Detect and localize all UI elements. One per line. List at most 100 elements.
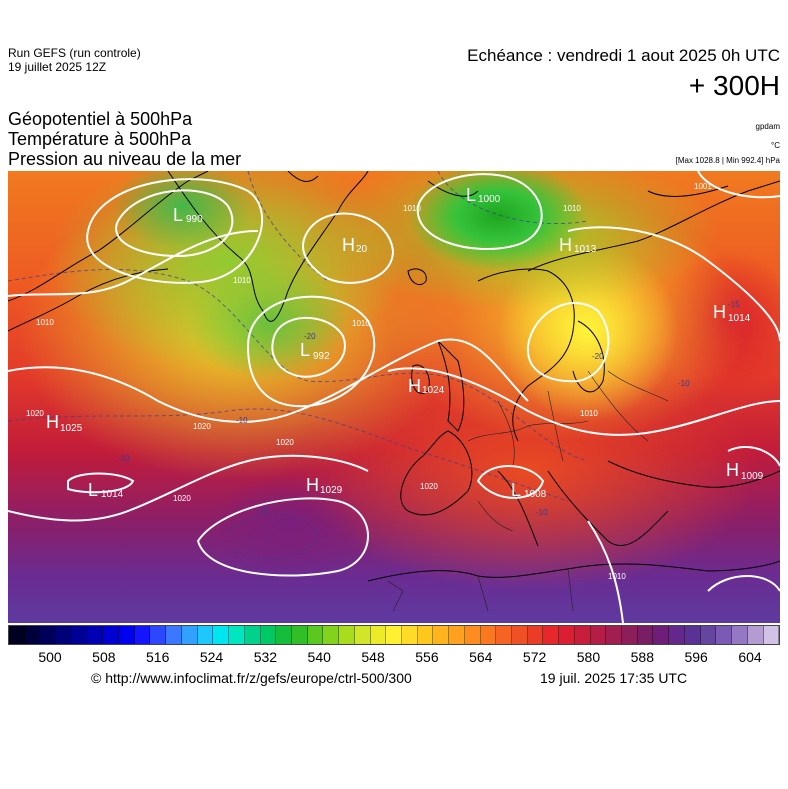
svg-text:L: L [300,340,310,360]
unit-temperature: °C [771,141,780,150]
color-scale-cell [527,626,544,644]
color-scale-tick-label: 588 [630,649,654,665]
title-geopotential: Géopotentiel à 500hPa [8,109,193,129]
color-scale-cell [512,626,528,644]
color-scale-tick-label: 508 [92,649,116,665]
color-scale-cell [449,626,465,644]
color-scale-cell [71,626,88,644]
color-scale-cell [9,626,25,644]
color-scale-cell [622,626,638,644]
color-scale-tick-label: 580 [576,649,601,665]
color-scale-cell [747,626,764,644]
low-center: L 992 [300,340,330,362]
color-scale-cell [56,626,72,644]
color-scale-tick-label: 548 [361,649,385,665]
isobar-label: 1020 [276,438,294,447]
low-center: L 1000 [466,185,501,205]
color-scale-cell [543,626,560,644]
high-center: H 1014 [713,302,751,324]
svg-text:1014: 1014 [101,489,124,500]
color-scale-cell [684,626,701,644]
color-scale-cell [213,626,230,644]
source-url: © http://www.infoclimat.fr/z/gefs/europe… [91,670,412,686]
low-center: L 1008 [511,480,547,500]
color-scale-cell [574,626,591,644]
color-scale-cell [606,626,623,644]
color-scale-bar [8,625,780,645]
svg-text:1014: 1014 [728,313,751,324]
isobar-label: 1020 [26,409,44,418]
color-scale-cell [401,626,418,644]
svg-text:H: H [46,412,59,432]
title-temperature: Température à 500hPa [8,129,192,149]
isobars [8,171,780,623]
color-scale-tick-label: 604 [738,649,762,665]
svg-text:H: H [713,302,726,322]
high-center: H 1029 [306,475,343,496]
isotherm-label: -15 [728,300,740,309]
low-center: L 990 [173,205,203,225]
isotherm-label: -10 [678,379,690,388]
svg-text:1013: 1013 [574,244,597,255]
svg-text:L: L [511,480,521,500]
color-scale-cell [103,626,120,644]
color-scale-cell [559,626,575,644]
high-center: H 1009 [726,460,764,482]
weather-map: 1010 1010 1010 1001 1010 1020 1020 1020 … [8,171,780,623]
isotherm-label: -10 [236,416,248,425]
color-scale-cell [181,626,198,644]
color-scale-tick-label: 572 [522,649,547,665]
svg-text:990: 990 [186,214,203,225]
color-scale-cell [370,626,387,644]
isobar-label-group: 1010 1010 1010 1001 1010 1020 1020 1020 … [26,182,712,581]
color-scale-cell [229,626,245,644]
color-scale-cell [669,626,685,644]
svg-text:L: L [173,205,183,225]
isobar-label: 1001 [694,182,712,191]
svg-text:1029: 1029 [320,485,343,496]
high-center: H 1024 [408,376,445,396]
color-scale-tick-label: 516 [146,649,170,665]
svg-text:1009: 1009 [741,471,764,482]
color-scale-cell [480,626,497,644]
color-scale-tick-label: 532 [253,649,278,665]
high-center: H 1025 [46,412,83,434]
svg-text:1008: 1008 [524,489,547,500]
isotherm-label: -10 [256,506,268,515]
color-scale-tick-label: 540 [307,649,331,665]
run-date: 19 juillet 2025 12Z [8,60,107,74]
run-model: Run GEFS (run controle) [8,46,141,60]
color-scale-cell [386,626,402,644]
color-scale-tick-label: 564 [469,649,493,665]
color-scale-cell [197,626,214,644]
isobar-label: 1010 [352,319,370,328]
isobar-label: 1010 [233,276,251,285]
color-scale-cell [260,626,277,644]
pressure-max-min: [Max 1028.8 | Min 992.4] hPa [675,156,780,165]
color-scale-cell [166,626,182,644]
color-scale-cell [590,626,607,644]
forecast-hour: + 300H [688,70,780,101]
isobar-label: 1020 [173,494,191,503]
color-scale-tick-label: 500 [38,649,62,665]
high-center: H 1013 [559,235,597,255]
color-scale-cell [87,626,104,644]
isotherm-label: -20 [592,352,604,361]
isobar-label: 1020 [193,422,211,431]
svg-text:H: H [306,475,319,495]
color-scale-cell [732,626,748,644]
svg-text:L: L [88,480,98,500]
high-center: H 20 [342,235,368,255]
generation-time: 19 juil. 2025 17:35 UTC [540,670,688,686]
color-scale-cell [653,626,670,644]
unit-geopotential: gpdam [755,122,780,131]
color-scale-cell [763,626,780,644]
isotherm-label: -10 [118,454,130,463]
color-scale-cell [339,626,355,644]
svg-text:H: H [559,235,572,255]
forecast-valid-time: Echéance : vendredi 1 aout 2025 0h UTC [467,46,780,65]
svg-text:1025: 1025 [60,423,83,434]
isobar-label: 1020 [420,482,438,491]
color-scale-cell [134,626,151,644]
svg-text:L: L [466,185,476,205]
